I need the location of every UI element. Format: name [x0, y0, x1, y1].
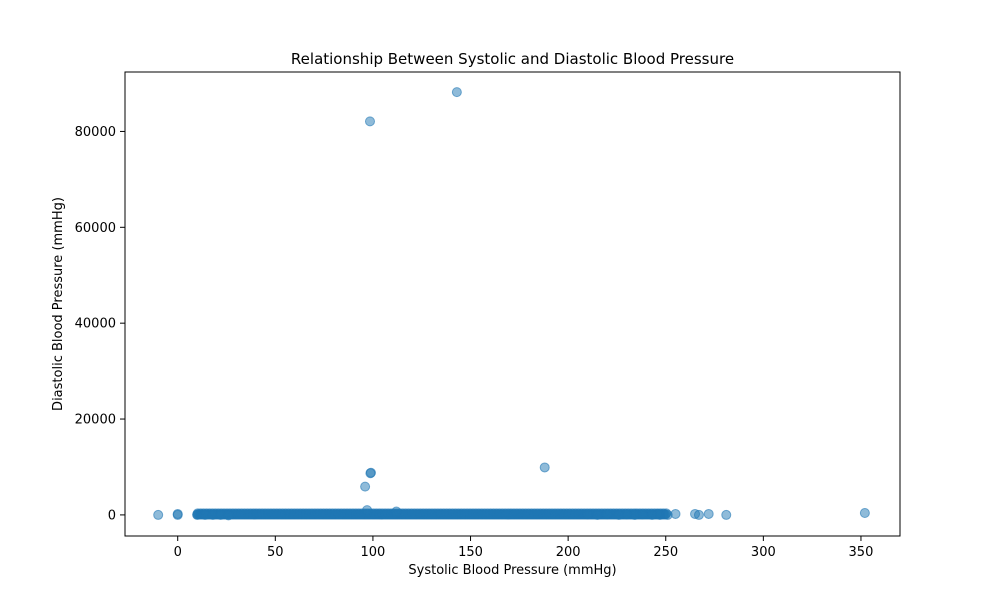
data-point	[451, 87, 462, 98]
x-tick-label: 50	[267, 545, 284, 560]
data-point	[592, 509, 603, 520]
x-tick-label: 100	[361, 545, 386, 560]
data-point	[721, 509, 732, 520]
data-point	[703, 508, 714, 519]
y-axis-label: Diastolic Blood Pressure (mmHg)	[51, 197, 66, 411]
x-axis-ticks: 0 50 100 150 200 250 300 350	[174, 536, 874, 560]
data-point	[360, 481, 371, 492]
y-axis-ticks: 0 20000 40000 60000 80000	[75, 125, 125, 523]
x-tick-label: 250	[653, 545, 678, 560]
data-point	[647, 509, 658, 520]
x-axis-label: Systolic Blood Pressure (mmHg)	[408, 563, 616, 578]
y-tick-label: 20000	[75, 413, 116, 428]
data-point	[582, 509, 593, 520]
x-tick-label: 350	[849, 545, 874, 560]
x-tick-label: 300	[751, 545, 776, 560]
data-point	[364, 116, 375, 127]
data-point	[539, 462, 550, 473]
points-layer	[153, 87, 870, 521]
data-point	[153, 509, 164, 520]
x-tick-label: 0	[174, 545, 182, 560]
data-point	[365, 468, 376, 479]
y-tick-label: 60000	[75, 221, 116, 236]
y-tick-label: 40000	[75, 317, 116, 332]
data-point	[172, 508, 183, 519]
data-point	[602, 509, 613, 520]
x-tick-label: 200	[556, 545, 581, 560]
data-point	[362, 505, 373, 516]
data-point	[223, 510, 234, 521]
x-tick-label: 150	[458, 545, 483, 560]
data-point	[391, 506, 402, 517]
y-tick-label: 80000	[75, 125, 116, 140]
data-point	[613, 509, 624, 520]
plot-frame	[124, 71, 901, 537]
y-tick-label: 0	[108, 508, 116, 523]
chart-title: Relationship Between Systolic and Diasto…	[291, 50, 734, 68]
data-point	[859, 507, 870, 518]
data-point	[693, 509, 704, 520]
